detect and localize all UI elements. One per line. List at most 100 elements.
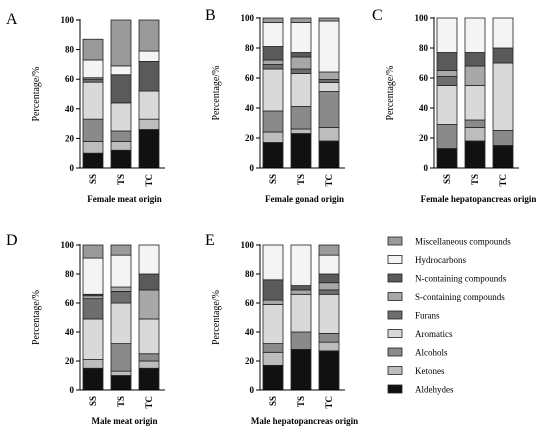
panel-a: A Percentage/% 0 20 40 60 80 100 SS TS TC Female me… [6, 11, 165, 204]
legend-label: Alcohols [415, 348, 448, 358]
y-tick-label: 20 [65, 356, 75, 366]
bar-segment-n-containing-compounds [436, 52, 458, 71]
y-tick-label: 60 [65, 74, 75, 84]
bar-segment-aromatics [290, 293, 312, 333]
bar-segment-alcohols [82, 118, 104, 142]
y-tick-label: 40 [245, 103, 255, 113]
x-category-label: TC [324, 396, 334, 409]
x-category-label: TS [296, 174, 306, 185]
y-axis-label: Percentage/% [385, 66, 396, 121]
bar-segment-hydrocarbons [138, 50, 160, 62]
y-axis-label: Percentage/% [211, 66, 222, 121]
bar-segment-miscellaneous-compounds [318, 244, 340, 256]
legend-swatch [387, 329, 403, 338]
bar-segment-furans [82, 298, 104, 320]
bar-segment-aldehydes [318, 350, 340, 391]
bar-segment-hydrocarbons [138, 244, 160, 275]
bar-segment-s-containing-compounds [262, 59, 284, 65]
panel-title: Male hepatopancreas origin [251, 416, 358, 426]
bar-segment-aromatics [492, 62, 514, 131]
legend-label: Ketones [415, 366, 445, 376]
legend-swatch [387, 255, 403, 264]
bar-segment-furans [318, 79, 340, 83]
y-tick-label: 100 [241, 240, 255, 250]
bar-segment-alcohols [262, 343, 284, 353]
legend-swatch [387, 384, 403, 394]
y-tick-label: 100 [61, 240, 75, 250]
bar-segment-alcohols [318, 333, 340, 343]
x-category-label: TC [324, 174, 334, 187]
bar-segment-n-containing-compounds [290, 285, 312, 291]
bar-segment-hydrocarbons [492, 17, 514, 49]
bar-segment-ketones [318, 341, 340, 352]
bar-segment-hydrocarbons [464, 17, 486, 53]
bar-segment-s-containing-compounds [290, 289, 312, 295]
bar-segment-n-containing-compounds [290, 52, 312, 58]
bar-segment-hydrocarbons [262, 244, 284, 281]
x-category-label: TS [116, 396, 126, 407]
bar-segment-hydrocarbons [290, 22, 312, 53]
bar-segment-ketones [110, 140, 132, 151]
y-tick-label: 100 [415, 13, 429, 23]
panel-title: Female meat origin [87, 194, 161, 204]
bar-segment-s-containing-compounds [262, 299, 284, 305]
bar-segment-furans [82, 78, 104, 83]
bar-segment-s-containing-compounds [82, 295, 104, 300]
bar-segment-hydrocarbons [318, 254, 340, 275]
bar-segment-aldehydes [138, 367, 160, 391]
y-tick-label: 80 [65, 45, 75, 55]
y-tick-label: 80 [245, 43, 255, 53]
bar-segment-alcohols [318, 91, 340, 128]
y-tick-label: 100 [61, 15, 75, 25]
bar-segment-hydrocarbons [110, 65, 132, 76]
y-axis-label: Percentage/% [211, 290, 222, 345]
bar-segment-furans [436, 76, 458, 86]
legend-label: Aromatics [415, 329, 453, 339]
bar-segment-n-containing-compounds [110, 74, 132, 104]
bar-segment-ketones [110, 370, 132, 376]
bar-segment-hydrocarbons [290, 244, 312, 286]
y-tick-label: 60 [245, 298, 255, 308]
bar-segment-alcohols [290, 106, 312, 130]
y-tick-label: 100 [241, 13, 255, 23]
bar-segment-hydrocarbons [82, 59, 104, 79]
bar-segment-alcohols [290, 331, 312, 350]
bar-segment-ketones [138, 118, 160, 130]
bar-segment-miscellaneous-compounds [110, 244, 132, 256]
x-category-label: TC [144, 396, 154, 409]
bar-segment-aromatics [110, 302, 132, 344]
bar-segment-miscellaneous-compounds [290, 17, 312, 23]
x-category-label: SS [268, 174, 278, 184]
bar-segment-ketones [262, 351, 284, 366]
bar-segment-alcohols [492, 130, 514, 146]
bar-segment-aromatics [82, 318, 104, 360]
x-category-label: TC [498, 174, 508, 187]
legend-label: N-containing compounds [415, 274, 507, 284]
panel-d: D Percentage/% 0 20 40 60 80 100 SS TS TC Male meat… [6, 232, 165, 426]
bar-segment-aldehydes [82, 367, 104, 391]
x-category-label: SS [442, 174, 452, 184]
bar-segment-ketones [464, 127, 486, 142]
bar-segment-aldehydes [82, 152, 104, 169]
panel-letter: E [205, 232, 215, 249]
y-tick-label: 0 [70, 385, 75, 395]
panel-letter: A [6, 11, 18, 28]
bar-segment-n-containing-compounds [464, 52, 486, 67]
y-tick-label: 20 [65, 133, 75, 143]
bar-segment-s-containing-compounds [318, 71, 340, 80]
bar-segment-miscellaneous-compounds [82, 38, 104, 61]
y-tick-label: 80 [245, 269, 255, 279]
bar-segment-furans [262, 64, 284, 70]
bar-segment-s-containing-compounds [110, 286, 132, 292]
bar-segment-aldehydes [138, 129, 160, 169]
bar-segment-s-containing-compounds [138, 289, 160, 320]
bar-segment-aromatics [138, 318, 160, 355]
bar-segment-alcohols [110, 130, 132, 142]
bar-segment-miscellaneous-compounds [110, 19, 132, 67]
bar-segment-aromatics [318, 82, 340, 92]
bar-segment-aromatics [290, 73, 312, 107]
bar-segment-miscellaneous-compounds [262, 17, 284, 23]
bar-segment-n-containing-compounds [262, 279, 284, 301]
y-tick-label: 0 [250, 163, 255, 173]
